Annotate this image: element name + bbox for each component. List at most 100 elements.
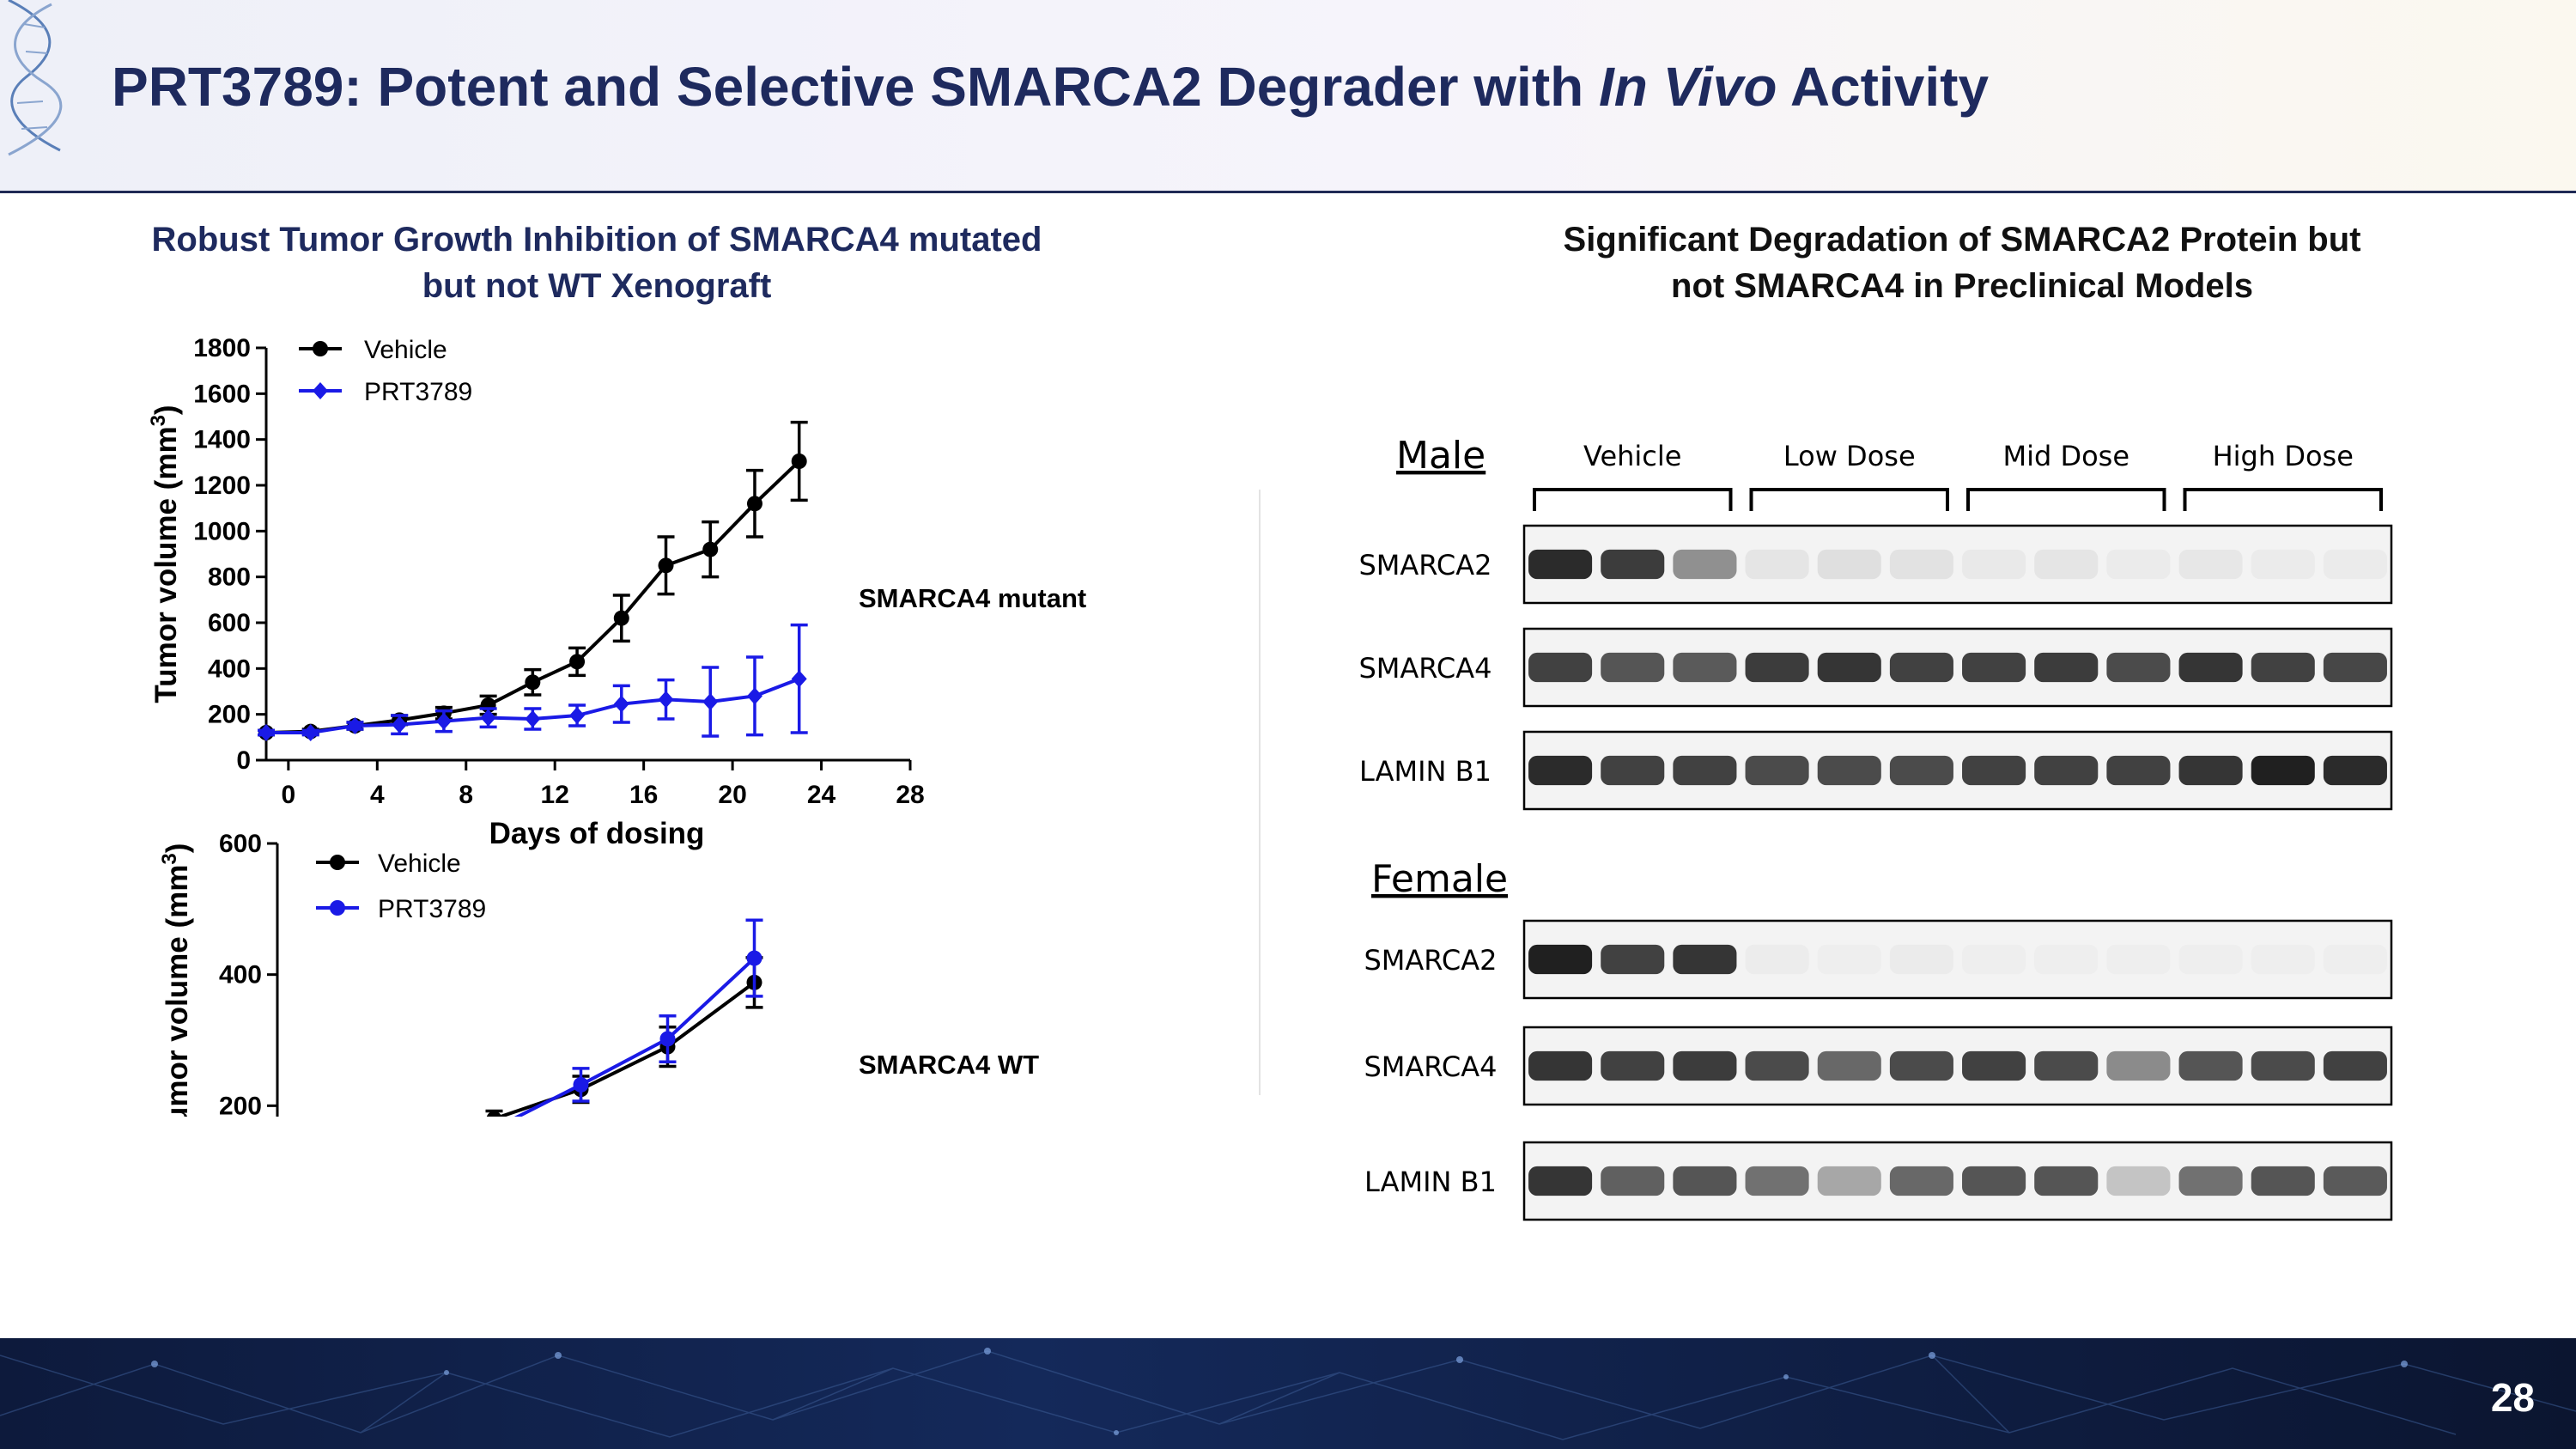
blot-band [1528, 1166, 1593, 1196]
data-point [613, 695, 629, 713]
protein-label: LAMIN B1 [1359, 755, 1492, 788]
tumor-growth-charts: 0 4 8 12 16 20 24 28 0 200 400 600 800 1000 1200 1400 16… [147, 334, 1087, 1117]
data-point [573, 1076, 589, 1093]
data-point [392, 715, 408, 734]
data-point [569, 654, 586, 670]
network-graphic [0, 1348, 2576, 1440]
blot-band [2034, 755, 2099, 786]
blot-band [1601, 1166, 1665, 1196]
data-point [791, 454, 807, 469]
blot-band [2323, 755, 2387, 786]
data-point [258, 724, 274, 741]
male-blot-row: SMARCA2 [1358, 524, 2393, 605]
y-tick-label: 600 [219, 830, 262, 858]
blot-band [2323, 652, 2387, 683]
blot-band [1889, 1166, 1953, 1196]
blot-band [2106, 652, 2171, 683]
group-label: Low Dose [1783, 440, 1916, 472]
data-point [347, 717, 363, 734]
slide-header [0, 0, 2576, 191]
blot-band [1817, 549, 1881, 580]
female-blot-row: SMARCA2 [1364, 919, 2393, 1000]
blot-band [1817, 1050, 1881, 1081]
blot-frame [1522, 627, 2393, 708]
blot-band [1673, 1166, 1737, 1196]
panel-divider [1259, 490, 1261, 1095]
data-point [746, 687, 762, 705]
group-bracket [2183, 488, 2383, 511]
blot-band [1528, 549, 1593, 580]
right-heading: Significant Degradation of SMARCA2 Prote… [1563, 221, 2361, 305]
blot-band [2178, 755, 2243, 786]
group-label: High Dose [2213, 440, 2354, 472]
y-axis-label-close: ) [149, 405, 183, 415]
blot-band [1745, 944, 1809, 975]
x-tick-label: 4 [370, 781, 385, 809]
male-label: Male [1396, 434, 1485, 478]
y-tick-label: 1600 [193, 380, 251, 408]
blot-band [2323, 1050, 2387, 1081]
male-blot-row: LAMIN B1 [1359, 730, 2393, 811]
blot-frame [1522, 1141, 2393, 1221]
x-tick-label: 12 [541, 781, 569, 809]
data-point [791, 670, 807, 688]
data-point [746, 496, 762, 512]
protein-label: SMARCA4 [1364, 1050, 1497, 1083]
legend-marker [330, 900, 345, 916]
series-line [513, 957, 756, 1117]
footer-band [0, 1338, 2576, 1449]
chart-annotation: SMARCA4 WT [859, 1050, 1039, 1080]
group-bracket [1533, 488, 1733, 511]
blot-band [1528, 652, 1593, 683]
blot-band [1601, 944, 1665, 975]
data-point [613, 610, 629, 626]
blot-band [2106, 549, 2171, 580]
blot-band [1745, 652, 1809, 683]
blot-band [1601, 652, 1665, 683]
blot-band [2034, 1050, 2099, 1081]
female-blot-row: SMARCA4 [1364, 1026, 2393, 1106]
legend-label: Vehicle [364, 336, 447, 364]
y-axis-label-text: Tumor volume (mm [149, 426, 183, 703]
x-tick-label: 8 [459, 781, 473, 809]
blot-band [2251, 944, 2315, 975]
data-point [569, 707, 586, 724]
blot-band [2251, 755, 2315, 786]
blot-band [1673, 549, 1737, 580]
blot-band [2034, 1166, 2099, 1196]
protein-label: SMARCA2 [1364, 944, 1497, 977]
y-tick-label: 1400 [193, 426, 251, 454]
western-blot-panel: Male Female Vehicle Low Dose Mid Dose High Do… [1358, 434, 2393, 1221]
blot-band [1817, 944, 1881, 975]
blot-band [2323, 1166, 2387, 1196]
blot-band [1962, 1166, 2026, 1196]
series-prt3789: PRT3789 [258, 378, 808, 741]
group-label: Vehicle [1583, 440, 1681, 472]
blot-band [1817, 1166, 1881, 1196]
x-tick-label: 28 [896, 781, 924, 809]
chart-0: 0 4 8 12 16 20 24 28 0 200 400 600 800 1000 1200 1400 16… [147, 334, 1087, 850]
blot-band [2106, 944, 2171, 975]
chart-annotation: SMARCA4 mutant [859, 583, 1086, 613]
y-tick-label: 1000 [193, 517, 251, 545]
blot-band [1889, 652, 1953, 683]
dna-logo-icon [8, 0, 63, 156]
blot-band [1601, 755, 1665, 786]
blot-band [1745, 1166, 1809, 1196]
y-tick-label: 1200 [193, 472, 251, 500]
header-rule [0, 191, 2576, 193]
chart-1: 024681012140200400600Days of dosingCalu-… [158, 830, 1039, 1117]
protein-label: SMARCA2 [1358, 549, 1492, 581]
y-axis-label: Calu-6 tumor volume (mm3) [158, 843, 195, 1117]
x-tick-label: 24 [807, 781, 836, 809]
blot-frame [1522, 730, 2393, 811]
y-axis-label-sup: 3 [158, 853, 181, 864]
legend-marker [313, 382, 328, 399]
y-tick-label: 1800 [193, 334, 251, 362]
blot-band [2251, 1166, 2315, 1196]
blot-band [1601, 549, 1665, 580]
data-point [702, 693, 719, 710]
blot-band [1673, 1050, 1737, 1081]
blot-band [1673, 755, 1737, 786]
blot-band [2106, 1166, 2171, 1196]
